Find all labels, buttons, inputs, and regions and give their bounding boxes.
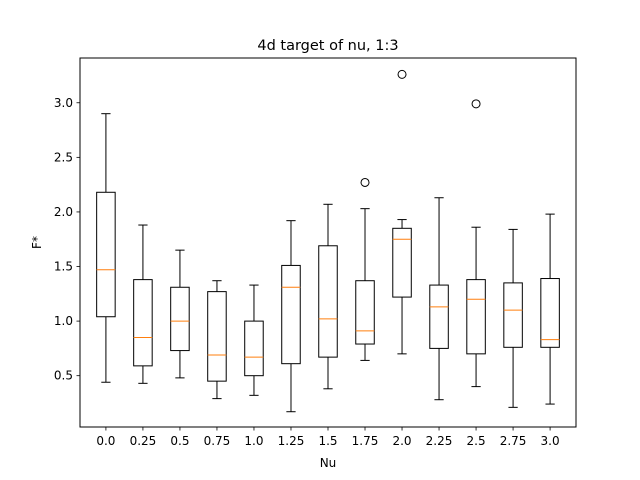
y-tick-label: 3.0 xyxy=(54,96,73,110)
x-tick-label: 1.25 xyxy=(278,434,305,448)
outlier-point xyxy=(471,99,481,109)
y-tick-label: 1.5 xyxy=(54,260,73,274)
x-tick-label: 3.0 xyxy=(541,434,560,448)
iqr-box xyxy=(392,227,412,298)
outlier-point xyxy=(360,177,370,187)
x-tick-label: 0.5 xyxy=(170,434,189,448)
box-group xyxy=(207,280,227,400)
box-group xyxy=(281,220,301,413)
y-axis-label: F* xyxy=(30,236,44,249)
y-tick-label: 0.5 xyxy=(54,369,73,383)
box-group xyxy=(96,113,116,383)
iqr-box xyxy=(281,264,301,365)
iqr-box xyxy=(540,278,560,348)
outlier-point xyxy=(397,69,407,79)
box-group xyxy=(318,203,338,390)
box-group xyxy=(392,69,412,355)
x-tick-label: 1.0 xyxy=(244,434,263,448)
iqr-box xyxy=(170,286,190,352)
box-group xyxy=(355,177,375,361)
y-tick-label: 2.0 xyxy=(54,205,73,219)
iqr-box xyxy=(318,245,338,358)
box-group xyxy=(503,228,523,408)
y-tick-label: 1.0 xyxy=(54,314,73,328)
iqr-box xyxy=(244,320,264,377)
x-tick-label: 2.0 xyxy=(392,434,411,448)
x-tick-label: 0.75 xyxy=(204,434,231,448)
x-tick-label: 1.5 xyxy=(318,434,337,448)
iqr-box xyxy=(466,279,486,355)
box-group xyxy=(466,99,486,388)
box-group xyxy=(429,197,449,401)
iqr-box xyxy=(207,291,227,382)
x-tick-label: 2.25 xyxy=(426,434,453,448)
x-tick-label: 0.25 xyxy=(130,434,157,448)
y-tick-label: 2.5 xyxy=(54,150,73,164)
plot-area: 0.5 1.0 1.5 2.0 2.5 3.0 0.0 0.25 0.5 0.75 1.0 1.25 1… xyxy=(54,69,560,448)
x-tick-label: 2.75 xyxy=(500,434,527,448)
iqr-box xyxy=(503,282,523,348)
box-group xyxy=(133,224,153,384)
iqr-box xyxy=(133,279,153,367)
box-group xyxy=(170,249,190,379)
x-tick-label: 0.0 xyxy=(96,434,115,448)
iqr-box xyxy=(429,284,449,349)
axes-frame xyxy=(79,57,577,428)
box-group xyxy=(540,213,560,405)
iqr-box xyxy=(355,280,375,345)
x-axis-label: Nu xyxy=(320,456,337,470)
box-group xyxy=(244,284,264,396)
x-tick-label: 2.5 xyxy=(467,434,486,448)
x-tick-label: 1.75 xyxy=(352,434,379,448)
chart-title: 4d target of nu, 1:3 xyxy=(257,38,398,54)
iqr-box xyxy=(96,191,116,318)
